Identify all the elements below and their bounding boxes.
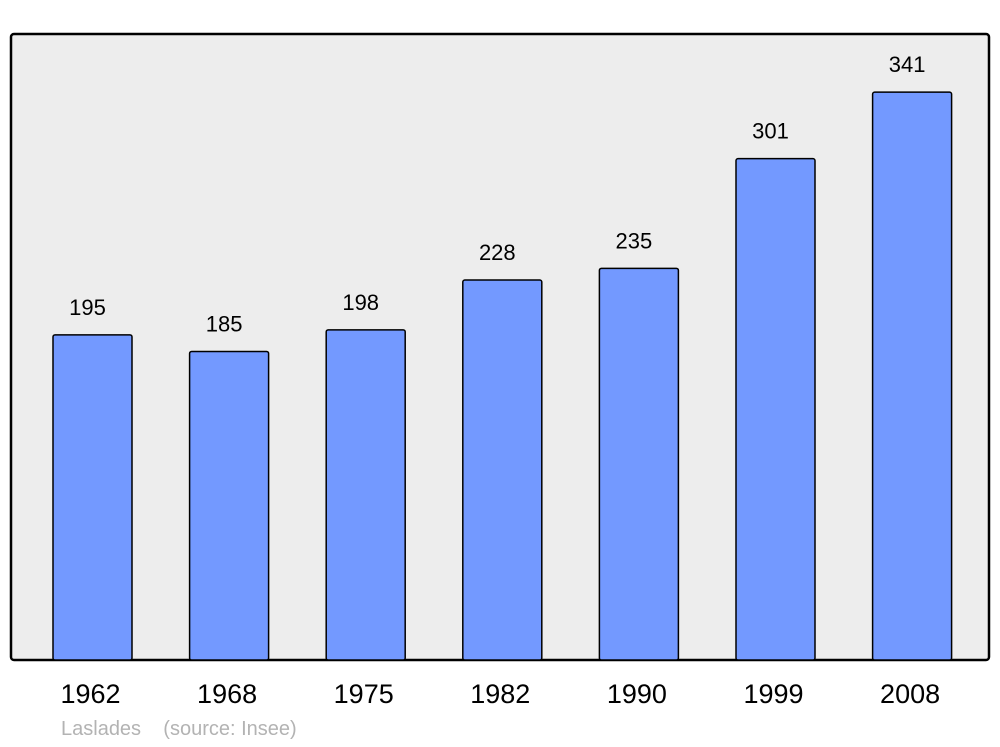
bar-1982	[462, 279, 543, 661]
x-tick-1975: 1975	[334, 679, 394, 709]
bar-1968	[188, 350, 270, 661]
data-label-2008: 341	[889, 52, 926, 77]
x-tick-2008: 2008	[880, 679, 940, 709]
x-tick-1982: 1982	[470, 679, 530, 709]
data-label-1990: 235	[616, 228, 653, 253]
data-label-1982: 228	[479, 240, 516, 265]
x-tick-1962: 1962	[60, 679, 120, 709]
bar-1962	[52, 334, 133, 661]
data-label-1968: 185	[206, 311, 243, 336]
footer-source: (source: Insee)	[163, 718, 297, 740]
footer-place: Laslades	[61, 718, 142, 740]
x-tick-1990: 1990	[607, 679, 667, 709]
footer: Laslades (source: Insee)	[61, 718, 297, 741]
data-label-1962: 195	[69, 295, 106, 320]
data-label-1999: 301	[752, 119, 789, 144]
data-label-1975: 198	[342, 290, 379, 315]
bar-1990	[598, 267, 680, 661]
x-tick-1999: 1999	[743, 679, 803, 709]
bar-2008	[871, 91, 953, 661]
bar-1975	[325, 329, 406, 661]
bar-1999	[735, 157, 816, 661]
x-tick-1968: 1968	[197, 679, 257, 709]
